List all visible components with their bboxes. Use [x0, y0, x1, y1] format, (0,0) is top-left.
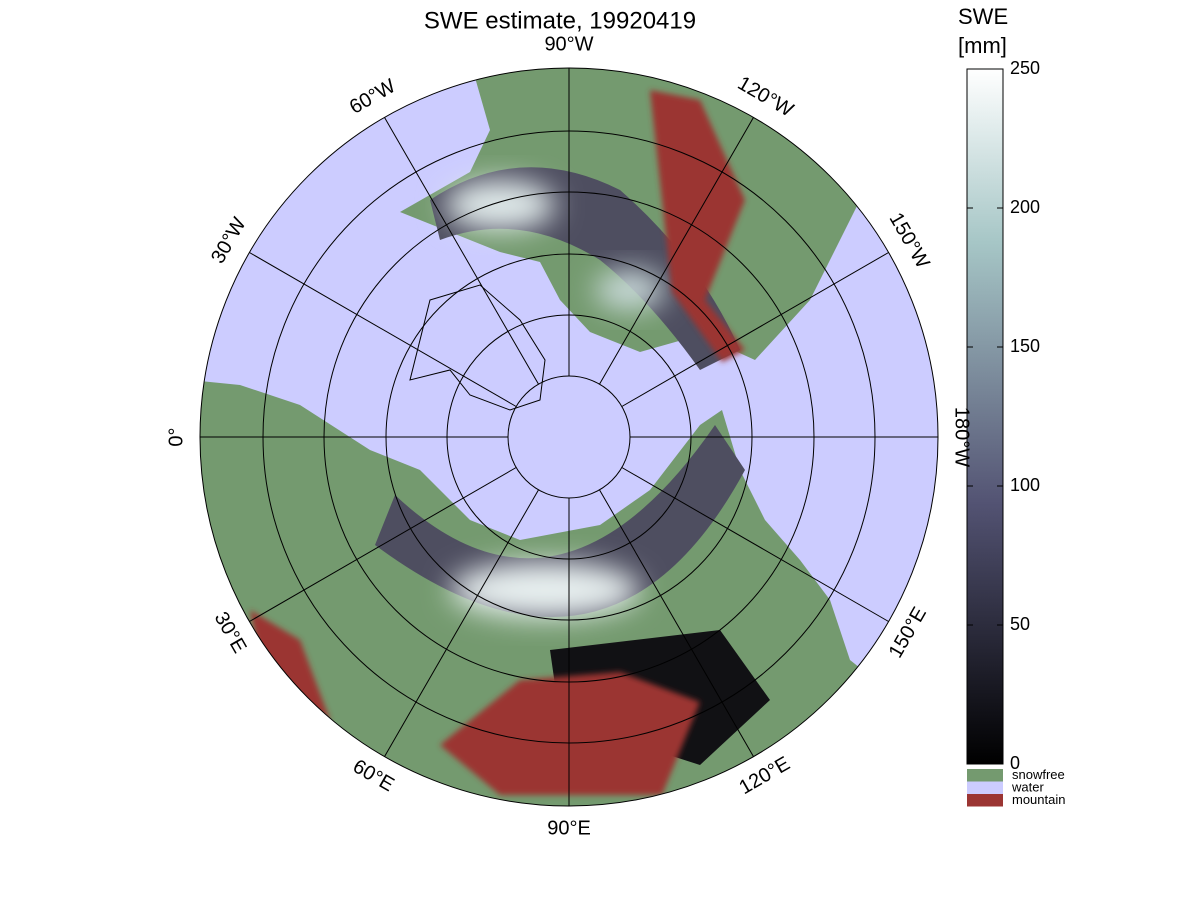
snow-peak: [445, 180, 555, 230]
longitude-label: 0°: [165, 427, 187, 446]
colorbar-title: SWE: [958, 4, 1008, 29]
colorbar-tick-label: 0: [1010, 753, 1020, 773]
legend-label: mountain: [1012, 792, 1065, 807]
map-title: SWE estimate, 19920419: [424, 7, 696, 34]
graticule: [199, 67, 939, 807]
meridian: [621, 467, 889, 622]
legend-swatch: [967, 769, 1003, 782]
snow-peak: [595, 270, 665, 310]
meridian: [599, 117, 754, 385]
meridian: [384, 489, 539, 757]
colorbar-tick-label: 200: [1010, 197, 1040, 217]
rockies-mountain: [650, 90, 745, 362]
legend-swatch: [967, 781, 1003, 794]
colorbar-tick-label: 250: [1010, 58, 1040, 78]
longitude-label: 180°W: [951, 407, 973, 467]
meridian: [599, 489, 754, 757]
colorbar-title: [mm]: [958, 33, 1007, 58]
legend-swatch: [967, 794, 1003, 807]
colorbar-tick-label: 150: [1010, 336, 1040, 356]
meridian: [621, 252, 889, 407]
longitude-label: 90°W: [544, 33, 593, 55]
meridian: [249, 252, 517, 407]
legend-label: snowfree: [1012, 767, 1065, 782]
colorbar: [966, 68, 1004, 765]
snow-peak: [450, 562, 640, 618]
asia-mountain: [440, 672, 700, 795]
longitude-label: 90°E: [547, 817, 591, 839]
colorbar-tick-label: 50: [1010, 614, 1030, 634]
greenland-outline: [409, 284, 546, 411]
meridian: [249, 467, 517, 622]
legend-label: water: [1011, 779, 1044, 794]
meridian: [384, 117, 539, 385]
eurasia-snow: [375, 425, 745, 618]
colorbar-tick-label: 100: [1010, 475, 1040, 495]
